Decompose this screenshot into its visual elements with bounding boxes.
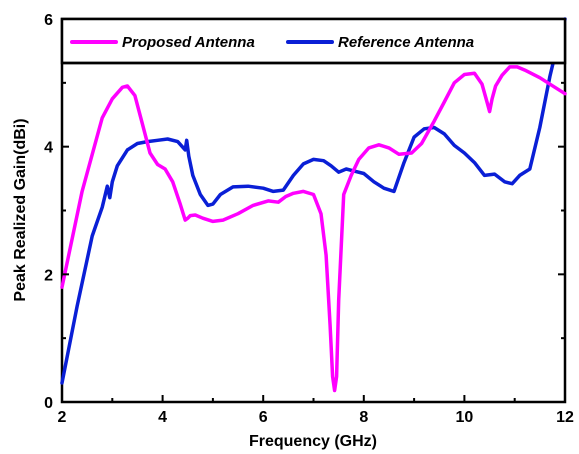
legend: Proposed Antenna Reference Antenna	[60, 17, 567, 65]
x-tick-label: 10	[456, 409, 474, 426]
x-tick-label: 8	[359, 409, 368, 426]
y-tick-label: 6	[44, 12, 53, 29]
series-line-reference-antenna	[60, 17, 567, 385]
legend-label: Proposed Antenna	[122, 34, 255, 51]
legend-label: Reference Antenna	[338, 34, 474, 51]
series-layer	[60, 17, 567, 393]
y-tick-label: 2	[44, 267, 53, 284]
plot-area	[60, 17, 567, 404]
series-line-proposed-antenna	[60, 65, 567, 393]
x-tick-label: 4	[158, 409, 167, 426]
x-axis-title: Frequency (GHz)	[249, 433, 377, 450]
plot-frame	[60, 17, 567, 404]
y-axis-title: Peak Realized Gain(dBi)	[12, 118, 29, 301]
legend-frame	[60, 17, 567, 65]
x-tick-label: 2	[58, 409, 67, 426]
x-tick-label: 6	[259, 409, 268, 426]
y-tick-label: 4	[44, 140, 53, 157]
y-tick-label: 0	[44, 395, 53, 412]
x-tick-label: 12	[556, 409, 574, 426]
